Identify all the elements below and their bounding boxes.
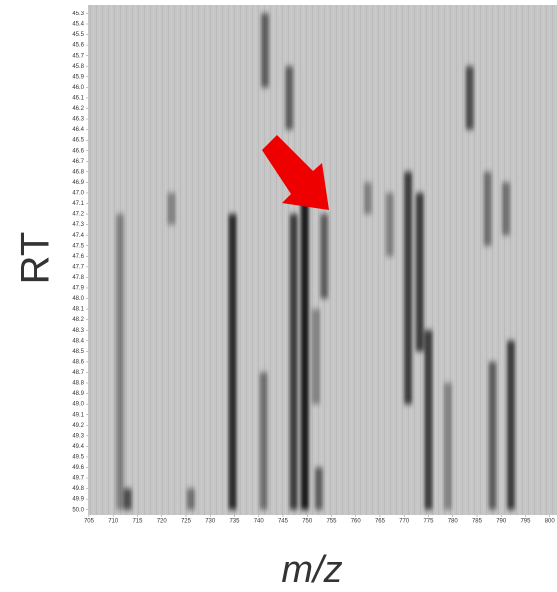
y-tick-label: 49.1 xyxy=(72,412,84,418)
y-tick-label: 48.6 xyxy=(72,359,84,365)
x-tick-label: 790 xyxy=(496,519,507,525)
y-tick-label: 46.1 xyxy=(72,95,84,101)
x-tick-label: 795 xyxy=(520,519,531,525)
peak-streak xyxy=(320,214,329,299)
y-tick-label: 48.3 xyxy=(72,328,84,334)
y-tick-label: 49.6 xyxy=(72,465,84,471)
peak-streak xyxy=(123,488,132,510)
x-tick-label: 775 xyxy=(423,519,434,525)
y-tick-label: 49.0 xyxy=(72,402,84,408)
y-tick-label: 48.1 xyxy=(72,307,84,313)
x-tick-label: 800 xyxy=(545,519,556,525)
y-tick-label: 45.9 xyxy=(72,74,84,80)
peak-streak xyxy=(415,192,424,352)
y-tick-label: 48.5 xyxy=(72,349,84,355)
y-tick-label: 48.8 xyxy=(72,381,84,387)
peak-streak xyxy=(116,214,125,510)
x-tick-label: 755 xyxy=(326,519,337,525)
peak-layer xyxy=(116,13,515,510)
peak-streak xyxy=(289,214,298,510)
peak-streak xyxy=(424,330,433,510)
peak-streak xyxy=(261,13,270,88)
y-tick-label: 46.9 xyxy=(72,180,84,186)
x-tick-label: 780 xyxy=(448,519,459,525)
x-tick-label: 720 xyxy=(157,519,168,525)
peak-streak xyxy=(285,66,294,130)
y-tick-label: 49.9 xyxy=(72,497,84,503)
x-tick-label: 770 xyxy=(399,519,410,525)
y-tick-label: 47.2 xyxy=(72,212,84,218)
peak-streak xyxy=(363,182,372,215)
peak-streak xyxy=(300,192,309,510)
peak-streak xyxy=(314,467,323,510)
peak-streak xyxy=(502,182,511,236)
peak-streak xyxy=(186,488,195,510)
y-tick-label: 45.8 xyxy=(72,64,84,70)
y-tick-label: 48.2 xyxy=(72,317,84,323)
peak-streak xyxy=(404,171,413,405)
y-tick-label: 45.4 xyxy=(72,22,84,28)
y-tick-label: 46.8 xyxy=(72,169,84,175)
x-tick-label: 730 xyxy=(205,519,216,525)
peak-streak xyxy=(385,192,394,257)
y-tick-label: 45.5 xyxy=(72,32,84,38)
x-tick-label: 785 xyxy=(472,519,483,525)
y-tick-label: 46.0 xyxy=(72,85,84,91)
y-tick-label: 48.7 xyxy=(72,370,84,376)
x-tick-label: 735 xyxy=(229,519,240,525)
x-tick-label: 715 xyxy=(132,519,143,525)
y-tick-label: 48.4 xyxy=(72,338,84,344)
y-tick-label: 47.0 xyxy=(72,191,84,197)
y-tick-label: 49.2 xyxy=(72,423,84,429)
y-tick-label: 46.6 xyxy=(72,148,84,154)
x-tick-label: 725 xyxy=(181,519,192,525)
peak-streak xyxy=(483,171,492,246)
x-tick-label: 750 xyxy=(302,519,313,525)
x-tick-label: 740 xyxy=(254,519,265,525)
peak-streak xyxy=(311,309,320,405)
y-tick-label: 45.3 xyxy=(72,11,84,17)
peak-streak xyxy=(259,372,268,510)
y-tick-label: 50.0 xyxy=(72,507,84,513)
y-tick-label: 46.4 xyxy=(72,127,84,133)
y-tick-label: 47.7 xyxy=(72,264,84,270)
peak-streak xyxy=(506,340,515,510)
y-tick-label: 49.3 xyxy=(72,433,84,439)
y-tick-label: 46.7 xyxy=(72,159,84,165)
peak-streak xyxy=(465,66,474,130)
x-tick-label: 745 xyxy=(278,519,289,525)
x-tick-label: 705 xyxy=(84,519,95,525)
y-axis-label: RT xyxy=(14,232,58,285)
y-tick-label: 49.4 xyxy=(72,444,84,450)
y-tick-label: 47.3 xyxy=(72,222,84,228)
y-tick-label: 48.9 xyxy=(72,391,84,397)
y-tick-label: 46.2 xyxy=(72,106,84,112)
x-axis-label: m/z xyxy=(281,549,342,591)
y-tick-label: 49.5 xyxy=(72,455,84,461)
x-tick-label: 760 xyxy=(351,519,362,525)
arrow xyxy=(262,135,329,210)
peak-streak xyxy=(443,383,452,510)
y-tick-label: 49.8 xyxy=(72,486,84,492)
peak-streak xyxy=(488,361,497,510)
y-tick-label: 47.6 xyxy=(72,254,84,260)
peak-streak xyxy=(228,214,237,510)
y-tick-label: 46.3 xyxy=(72,117,84,123)
y-tick-label: 47.1 xyxy=(72,201,84,207)
peak-streak xyxy=(167,192,176,225)
y-tick-label: 48.0 xyxy=(72,296,84,302)
y-tick-label: 45.7 xyxy=(72,53,84,59)
y-tick-label: 47.8 xyxy=(72,275,84,281)
x-tick-label: 765 xyxy=(375,519,386,525)
y-tick-label: 45.6 xyxy=(72,43,84,49)
y-tick-label: 47.5 xyxy=(72,243,84,249)
y-tick-label: 49.7 xyxy=(72,476,84,482)
y-tick-label: 46.5 xyxy=(72,138,84,144)
y-tick-label: 47.9 xyxy=(72,286,84,292)
x-tick-label: 710 xyxy=(108,519,119,525)
y-tick-label: 47.4 xyxy=(72,233,84,239)
